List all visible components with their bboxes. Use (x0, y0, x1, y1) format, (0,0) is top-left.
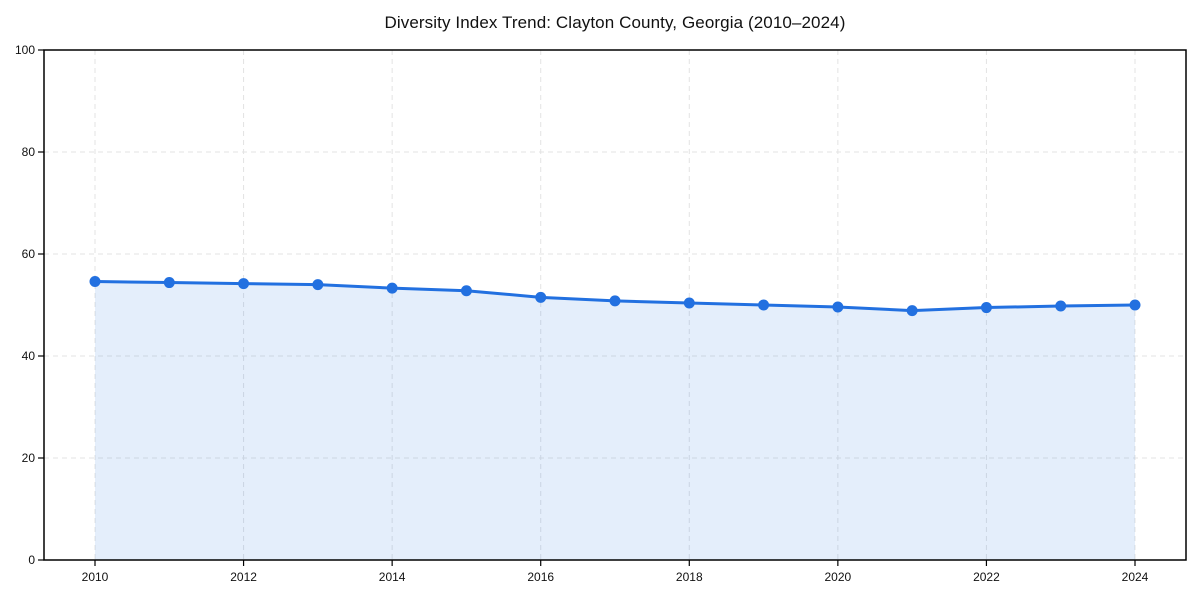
data-point (1055, 300, 1067, 312)
y-tick-label: 80 (22, 145, 36, 159)
y-tick-label: 100 (15, 43, 35, 57)
data-point (535, 291, 547, 303)
plot-border (43, 49, 1187, 561)
data-point (460, 285, 472, 297)
x-tick-label: 2024 (1122, 570, 1149, 584)
x-tick-label: 2018 (676, 570, 703, 584)
x-tick-label: 2014 (379, 570, 406, 584)
y-tick-label: 0 (28, 553, 35, 567)
data-point (906, 305, 918, 317)
data-point (980, 302, 992, 314)
data-point (238, 278, 250, 290)
x-tick-label: 2016 (527, 570, 554, 584)
data-point (758, 299, 770, 311)
data-point (1129, 299, 1141, 311)
data-point (163, 277, 175, 289)
data-point (312, 279, 324, 291)
data-point (386, 282, 398, 294)
chart-title: Diversity Index Trend: Clayton County, G… (384, 13, 846, 32)
y-tick-label: 40 (22, 349, 36, 363)
y-tick-label: 20 (22, 451, 36, 465)
data-point (89, 276, 101, 288)
data-point (832, 301, 844, 313)
area-fill (95, 281, 1135, 560)
x-tick-label: 2010 (82, 570, 109, 584)
x-tick-label: 2020 (825, 570, 852, 584)
data-point (609, 295, 621, 307)
data-point (683, 297, 695, 309)
x-tick-label: 2012 (230, 570, 257, 584)
y-tick-label: 60 (22, 247, 36, 261)
x-tick-label: 2022 (973, 570, 1000, 584)
